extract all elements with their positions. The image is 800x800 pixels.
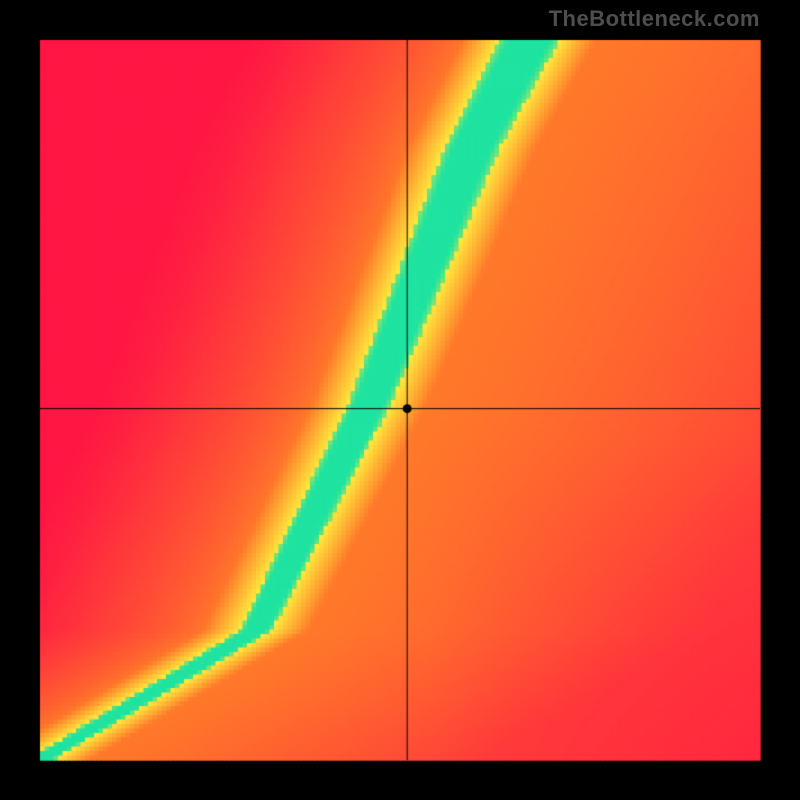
chart-container: TheBottleneck.com (0, 0, 800, 800)
bottleneck-heatmap-canvas (0, 0, 800, 800)
watermark-text: TheBottleneck.com (549, 6, 760, 32)
